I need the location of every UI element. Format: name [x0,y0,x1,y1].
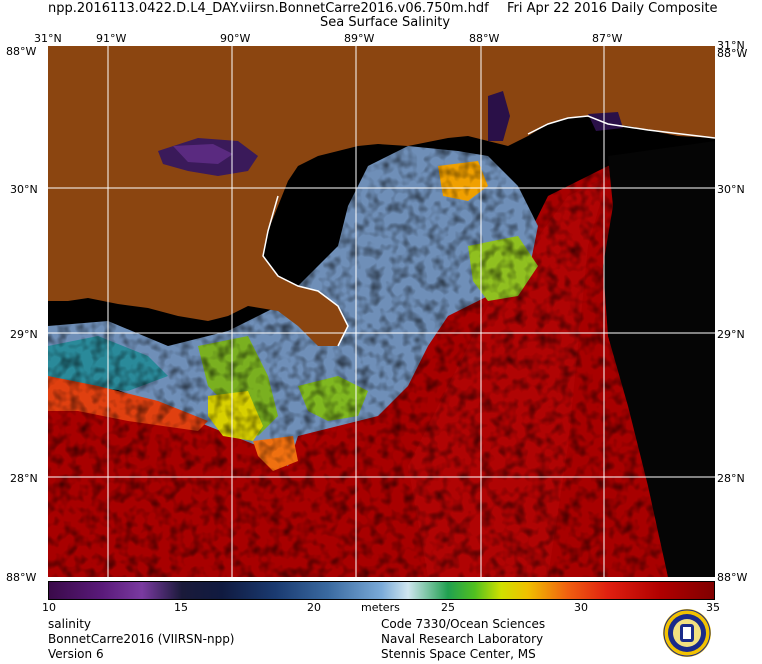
product-title: Sea Surface Salinity [320,15,451,30]
lon-label-88w: 88°W [469,32,500,45]
file-name: npp.2016113.0422.D.L4_DAY.viirsn.BonnetC… [48,1,489,16]
colorbar-tick-10: 10 [42,601,56,614]
footer-version: Version 6 [48,647,104,661]
corner-label-bottom-left: 88°W [6,571,37,584]
colorbar-tick-15: 15 [174,601,188,614]
lat-label-28n-right: 28°N [717,472,745,485]
lat-label-top-left: 31°N [34,32,62,45]
lon-label-91w: 91°W [96,32,127,45]
graticule [48,46,715,577]
coastline [262,115,715,347]
footer-location: Stennis Space Center, MS [381,647,536,661]
colorbar-units: meters [361,601,400,614]
lat-label-29n-left: 29°N [10,328,38,341]
corner-label-bottom-right: 88°W [717,571,748,584]
colorbar-tick-20: 20 [307,601,321,614]
salinity-map [48,46,715,577]
footer-lab: Naval Research Laboratory [381,632,544,646]
colorbar-tick-35: 35 [706,601,720,614]
lat-label-top-right: 31°N [717,39,745,52]
colorbar-tick-30: 30 [574,601,588,614]
lat-label-29n-right: 29°N [717,328,745,341]
corner-label-top-right: 88°W [717,47,748,60]
lon-label-90w: 90°W [220,32,251,45]
land-mass [48,46,715,346]
lat-label-30n-right: 30°N [717,183,745,196]
lon-label-87w: 87°W [592,32,623,45]
nrl-seal-icon [663,609,711,657]
footer-dataset: BonnetCarre2016 (VIIRSN-npp) [48,632,235,646]
footer-code: Code 7330/Ocean Sciences [381,617,546,631]
corner-label-top-left: 88°W [6,45,37,58]
cloud-mask-east [603,141,715,577]
colorbar-tick-25: 25 [441,601,455,614]
salinity-colorbar [48,581,715,600]
lon-label-89w: 89°W [344,32,375,45]
lat-label-30n-left: 30°N [10,183,38,196]
composite-date: Fri Apr 22 2016 Daily Composite [507,1,718,16]
lat-label-28n-left: 28°N [10,472,38,485]
footer-variable: salinity [48,617,92,631]
